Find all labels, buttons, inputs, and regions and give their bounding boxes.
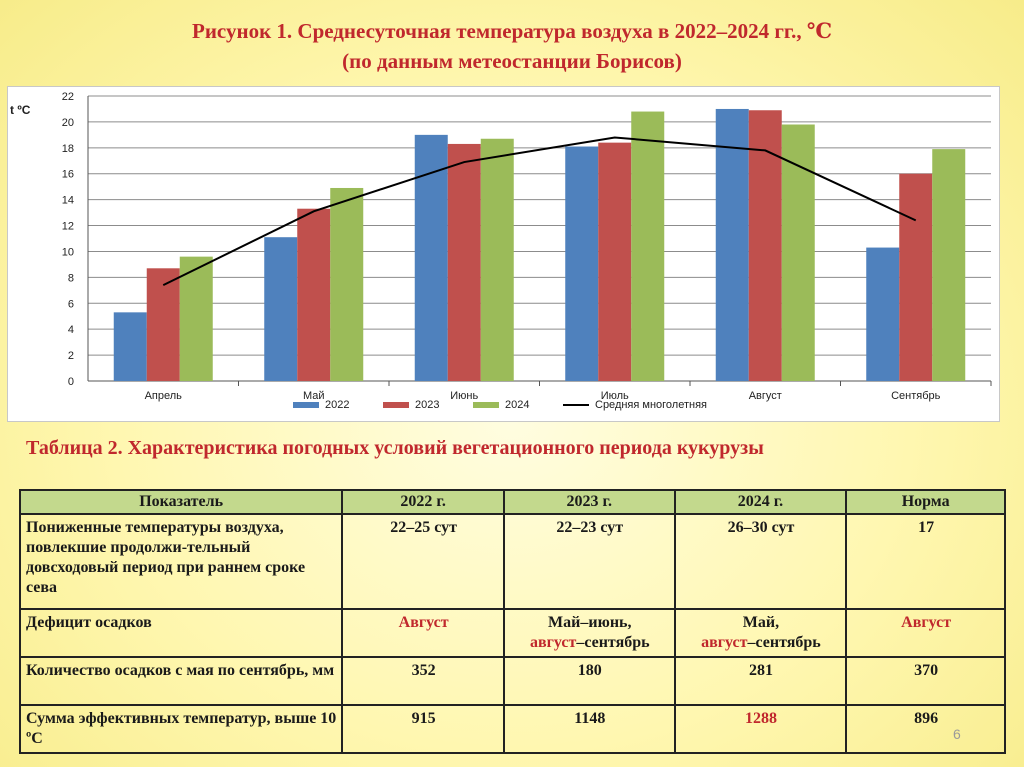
x-tick-label: Август bbox=[749, 390, 782, 402]
y-tick-label: 10 bbox=[62, 246, 74, 258]
header-2022: 2022 г. bbox=[341, 489, 505, 515]
cell-2023: Май–июнь, август–сентябрь bbox=[502, 608, 676, 658]
bar bbox=[264, 237, 298, 381]
legend-swatch bbox=[473, 402, 499, 408]
bar bbox=[447, 143, 481, 381]
legend-label: Средняя многолетняя bbox=[595, 399, 707, 411]
series-line bbox=[162, 136, 917, 287]
chart-panel: 0 2 4 6 8 10 12 14 16 18 20 22 t ºC Апрель Май Июнь Июль… bbox=[7, 86, 1000, 422]
table-row: Сумма эффективных температур, выше 10 ºС… bbox=[18, 704, 1006, 754]
bar bbox=[866, 247, 900, 381]
cell-2022: Август bbox=[341, 608, 505, 658]
bar bbox=[480, 138, 514, 381]
cell-2024-line2: август–сентябрь bbox=[681, 633, 842, 653]
header-indicator: Показатель bbox=[18, 489, 344, 515]
y-tick-label: 18 bbox=[62, 143, 74, 155]
y-tick-label: 8 bbox=[68, 272, 74, 284]
x-tick-label: Июль bbox=[601, 390, 629, 402]
bar bbox=[631, 111, 665, 381]
x-tick-label: Апрель bbox=[145, 390, 183, 402]
y-axis-label: t ºC bbox=[10, 103, 31, 117]
highlight-august: август bbox=[529, 634, 577, 651]
bar bbox=[598, 142, 632, 381]
title-line-1: Рисунок 1. Среднесуточная температура во… bbox=[192, 19, 832, 43]
cell-norm: Август bbox=[845, 608, 1006, 658]
highlight-august: август bbox=[701, 634, 748, 651]
cell-2023: 22–23 сут bbox=[502, 513, 676, 610]
y-tick-label: 16 bbox=[62, 169, 74, 181]
suffix-september: –сентябрь bbox=[747, 634, 821, 651]
x-tick-label: Июнь bbox=[450, 390, 478, 402]
slide-title: Рисунок 1. Среднесуточная температура во… bbox=[0, 16, 1024, 76]
bar bbox=[414, 134, 448, 381]
bar bbox=[899, 173, 933, 381]
table-row: Дефицит осадков Август Май–июнь, август–… bbox=[18, 608, 1006, 658]
page-number: 6 bbox=[953, 726, 961, 742]
cell-2023: 180 bbox=[502, 656, 676, 706]
y-tick-label: 20 bbox=[62, 117, 74, 129]
legend-swatch bbox=[383, 402, 409, 408]
bar bbox=[565, 146, 599, 381]
y-tick-label: 2 bbox=[68, 350, 74, 362]
bar bbox=[715, 108, 749, 382]
legend-label: 2023 bbox=[415, 399, 439, 411]
bar bbox=[297, 208, 331, 381]
row-indicator: Сумма эффективных температур, выше 10 ºС bbox=[18, 704, 344, 754]
row-indicator: Пониженные температуры воздуха, повлекши… bbox=[18, 513, 344, 610]
table-header-row: Показатель 2022 г. 2023 г. 2024 г. Норма bbox=[18, 489, 1006, 515]
cell-2024: 281 bbox=[673, 656, 848, 706]
cell-2024: 1288 bbox=[673, 704, 848, 754]
title-line-2: (по данным метеостанции Борисов) bbox=[342, 49, 682, 73]
x-tick-label: Май bbox=[303, 390, 325, 402]
bar bbox=[146, 268, 180, 381]
cell-norm: 896 bbox=[845, 704, 1006, 754]
header-2023: 2023 г. bbox=[502, 489, 676, 515]
cell-2022: 22–25 сут bbox=[341, 513, 505, 610]
y-tick-label: 0 bbox=[68, 376, 74, 388]
table-title: Таблица 2. Характеристика погодных услов… bbox=[26, 437, 764, 459]
cell-norm: 370 bbox=[845, 656, 1006, 706]
row-indicator: Количество осадков с мая по сентябрь, мм bbox=[18, 656, 344, 706]
cell-2024-line1: Май, bbox=[742, 614, 780, 631]
weather-table: Показатель 2022 г. 2023 г. 2024 г. Норма… bbox=[18, 489, 1006, 754]
y-tick-label: 14 bbox=[62, 195, 74, 207]
legend-label: 2022 bbox=[325, 399, 349, 411]
legend-swatch bbox=[293, 402, 319, 408]
bar bbox=[179, 256, 213, 381]
cell-2023-line2: август–сентябрь bbox=[510, 633, 670, 653]
row-indicator: Дефицит осадков bbox=[18, 608, 344, 658]
bar bbox=[330, 187, 364, 381]
cell-2023-line1: Май–июнь, bbox=[548, 614, 632, 631]
cell-2024: Май, август–сентябрь bbox=[673, 608, 848, 658]
legend-label: 2024 bbox=[505, 399, 529, 411]
bar bbox=[932, 149, 966, 381]
suffix-september: –сентябрь bbox=[576, 634, 650, 651]
cell-2023: 1148 bbox=[502, 704, 676, 754]
bar bbox=[781, 124, 815, 381]
header-norm: Норма bbox=[845, 489, 1006, 515]
bar bbox=[113, 312, 147, 381]
table-row: Количество осадков с мая по сентябрь, мм… bbox=[18, 656, 1006, 706]
cell-2022: 352 bbox=[341, 656, 505, 706]
table-row: Пониженные температуры воздуха, повлекши… bbox=[18, 513, 1006, 610]
y-tick-label: 4 bbox=[68, 324, 74, 336]
x-tick-label: Сентябрь bbox=[891, 390, 941, 402]
y-tick-label: 12 bbox=[62, 221, 74, 233]
header-2024: 2024 г. bbox=[673, 489, 848, 515]
y-tick-label: 6 bbox=[68, 298, 74, 310]
cell-2022: 915 bbox=[341, 704, 505, 754]
cell-2024: 26–30 сут bbox=[673, 513, 848, 610]
y-tick-label: 22 bbox=[62, 91, 74, 103]
cell-norm: 17 bbox=[845, 513, 1006, 610]
